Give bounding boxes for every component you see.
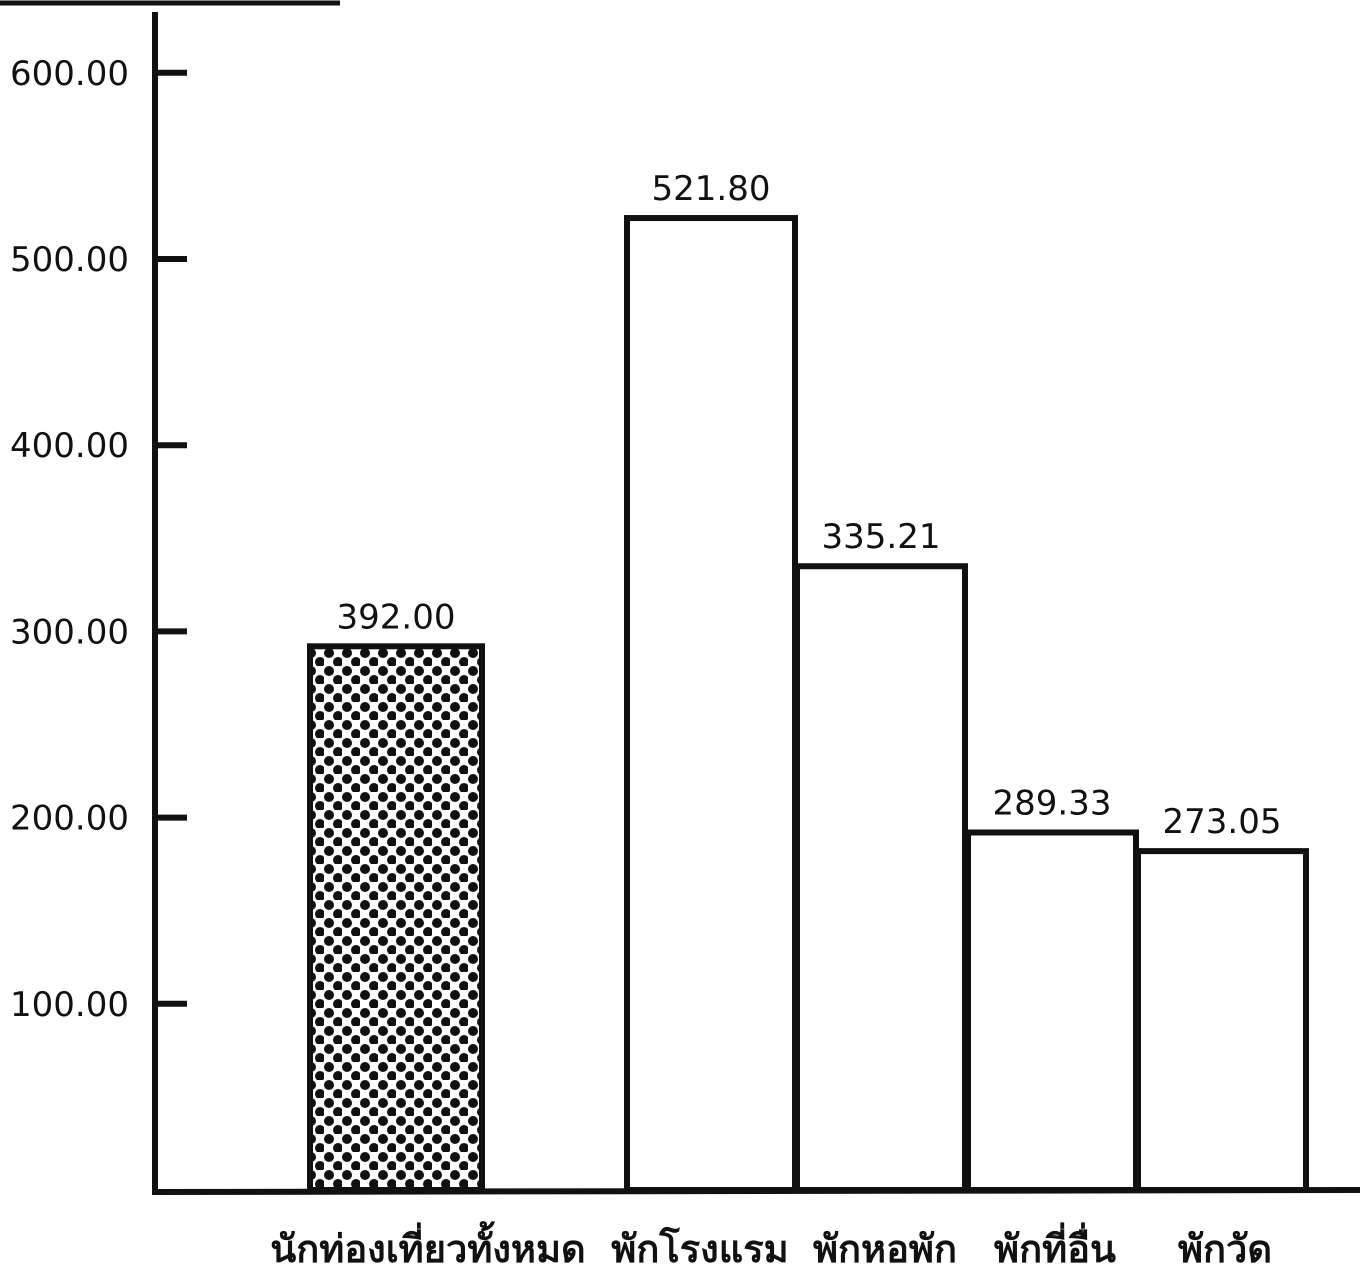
bar: [307, 643, 485, 1193]
bar-value-label: 521.80: [652, 169, 771, 209]
y-ticks: 100.00 200.00 300.00 400.00 500.00 600.00: [10, 54, 187, 1025]
bar: [624, 215, 798, 1193]
category-labels: นักท่องเที่ยวทั้งหมด พักโรงแรม พักหอพัก พัก…: [270, 1221, 1272, 1271]
value-labels: 392.00 521.80 335.21 289.33 273.05: [337, 169, 1282, 842]
category-label: นักท่องเที่ยวทั้งหมด: [270, 1221, 585, 1271]
y-tick-label: 200.00: [10, 799, 129, 839]
category-label: พักที่อื่น: [994, 1222, 1116, 1271]
y-tick-label: 500.00: [10, 240, 129, 280]
bar: [965, 829, 1139, 1193]
y-tick-label: 100.00: [10, 985, 129, 1025]
bar-value-label: 392.00: [337, 597, 456, 637]
bar-value-label: 273.05: [1163, 802, 1282, 842]
category-label: พักวัด: [1178, 1227, 1272, 1271]
y-tick-label: 600.00: [10, 54, 129, 94]
bar-value-label: 335.21: [822, 517, 941, 557]
bar-value-label: 289.33: [993, 783, 1112, 823]
bar: [794, 563, 968, 1193]
bar: [1135, 848, 1309, 1194]
category-label: พักหอพัก: [813, 1227, 957, 1271]
category-label: พักโรงแรม: [611, 1226, 788, 1271]
bars: [307, 215, 1309, 1194]
y-tick-label: 300.00: [10, 612, 129, 652]
y-tick-label: 400.00: [10, 426, 129, 466]
